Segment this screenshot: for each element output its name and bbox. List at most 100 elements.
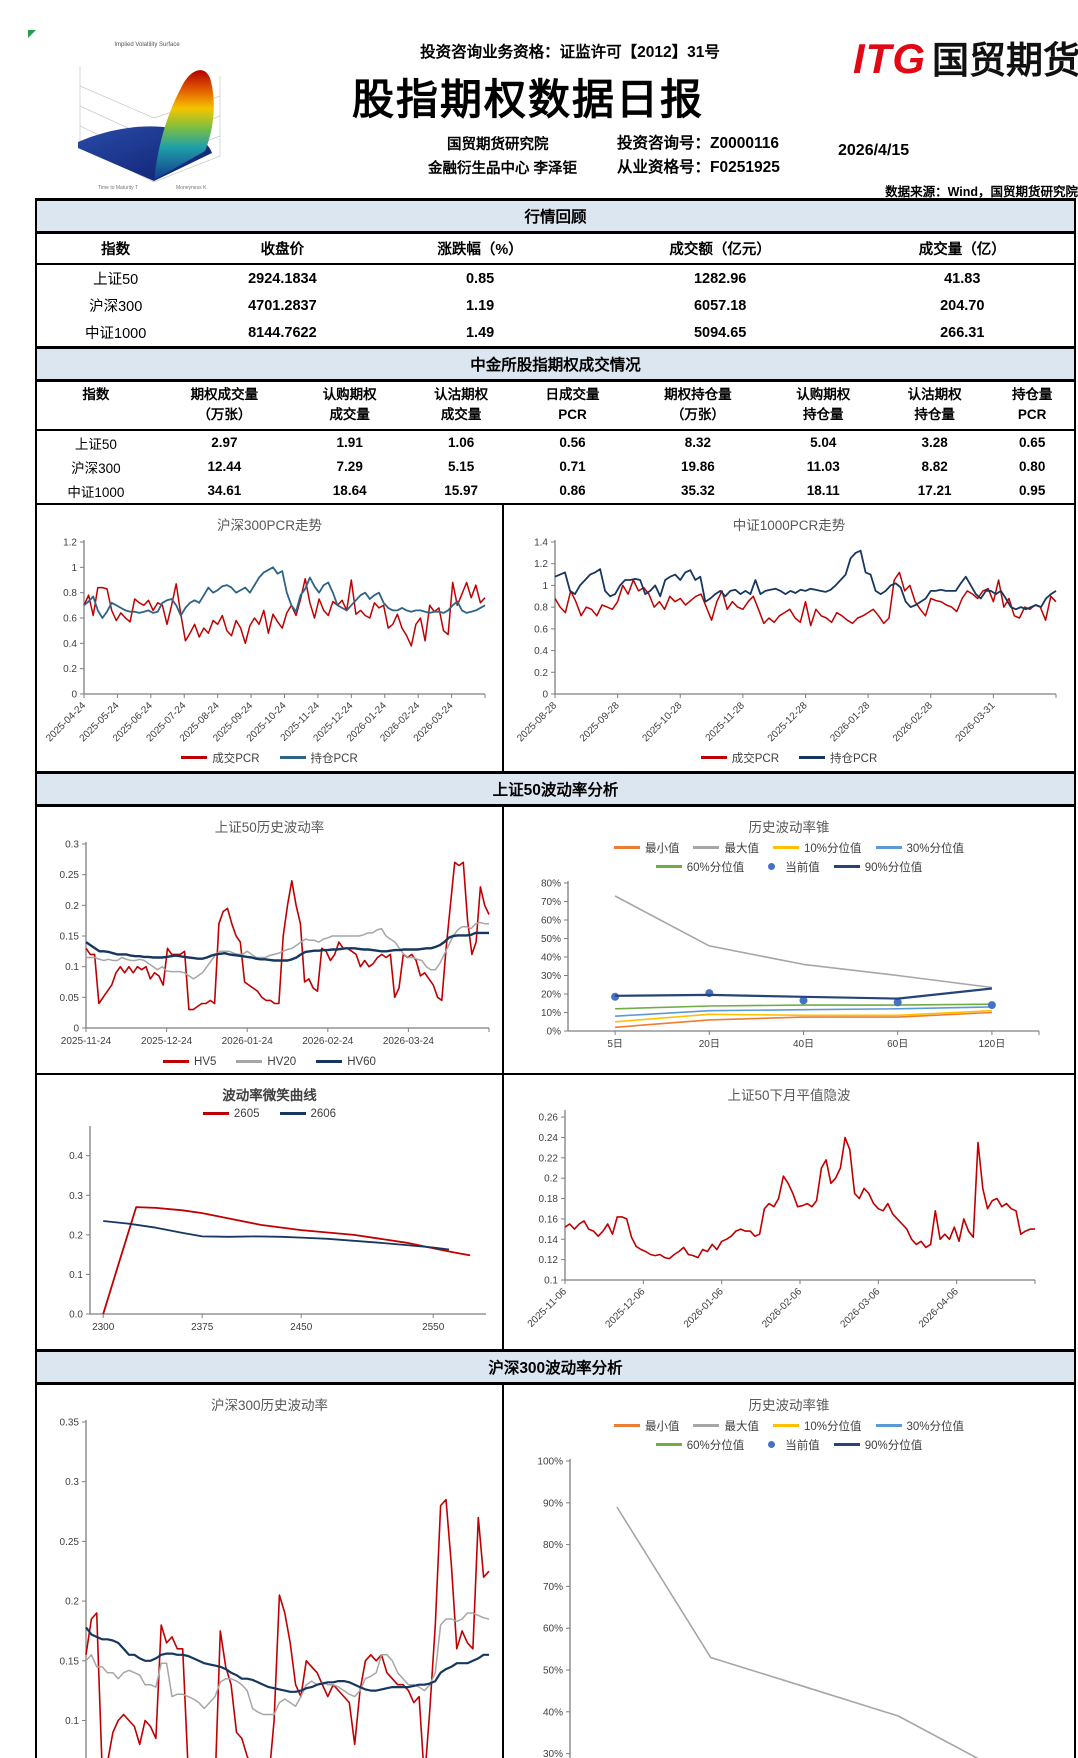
table-cell: 6057.18 bbox=[693, 297, 747, 314]
legend-label: 60%分位值 bbox=[686, 1439, 745, 1452]
svg-text:0.4: 0.4 bbox=[534, 646, 548, 657]
svg-text:0: 0 bbox=[73, 1023, 79, 1034]
index-name: 沪深300 bbox=[71, 460, 121, 476]
column-header: 期权持仓量 （万张） bbox=[628, 382, 768, 431]
svg-text:2025-11-28: 2025-11-28 bbox=[703, 700, 747, 744]
table-row: 上证50 2.97 1.91 1.06 0.56 8.32 5.04 3.28 0.65 bbox=[37, 430, 1074, 455]
volatility-surface-image: Implied Volatility Surface Time to Matur… bbox=[78, 42, 221, 191]
column-header: 期权成交量 （万张） bbox=[154, 382, 294, 431]
legend-label: 2605 bbox=[233, 1107, 260, 1120]
svg-text:0.8: 0.8 bbox=[534, 602, 548, 613]
company-logo: ITG 国贸期货 bbox=[853, 30, 1078, 84]
legend-item: HV60 bbox=[316, 1056, 376, 1068]
legend-item: 当前值 bbox=[758, 859, 820, 875]
table-cell: 12.44 bbox=[207, 459, 242, 474]
chart-panel-hs300-hv: 沪深300历史波动率 0.350.30.250.20.150.10.05 HV5… bbox=[37, 1385, 502, 1758]
chart-title: 沪深300PCR走势 bbox=[216, 517, 323, 533]
svg-text:2450: 2450 bbox=[290, 1322, 313, 1333]
chart-title: 上证50历史波动率 bbox=[214, 819, 325, 835]
legend-item: 10%分位值 bbox=[772, 1418, 862, 1434]
legend-item: 最大值 bbox=[693, 840, 759, 856]
svg-text:0.3: 0.3 bbox=[69, 1190, 83, 1201]
table-row: 中证1000 34.61 18.64 15.97 0.86 35.32 18.11 17.21… bbox=[37, 479, 1074, 503]
svg-text:70%: 70% bbox=[542, 1581, 562, 1592]
legend-label: 10%分位值 bbox=[803, 1420, 862, 1433]
svg-text:0.25: 0.25 bbox=[60, 870, 80, 881]
svg-text:0.2: 0.2 bbox=[63, 664, 77, 675]
legend-label: 10%分位值 bbox=[803, 842, 862, 855]
svg-text:2026-01-24: 2026-01-24 bbox=[222, 1036, 274, 1047]
svg-text:0.2: 0.2 bbox=[534, 667, 548, 678]
svg-text:2025-11-24: 2025-11-24 bbox=[61, 1036, 112, 1047]
chart-legend: 2605 2606 bbox=[39, 1106, 500, 1122]
svg-text:0.1: 0.1 bbox=[65, 962, 79, 973]
legend-item: 持仓PCR bbox=[799, 750, 877, 766]
chart-title: 沪深300历史波动率 bbox=[210, 1397, 329, 1413]
data-source-note: 数据来源：Wind，国贸期货研究院 bbox=[885, 185, 1078, 199]
svg-text:100%: 100% bbox=[537, 1456, 563, 1467]
column-header: 涨跌幅（%） bbox=[370, 234, 590, 265]
report-body: 行情回顾 指数 收盘价 涨跌幅（%） 成交额（亿元） 成交量（亿） 上证50 2924.1… bbox=[35, 198, 1076, 1758]
market-review-table: 指数 收盘价 涨跌幅（%） 成交额（亿元） 成交量（亿） 上证50 2924.1834 0.… bbox=[37, 234, 1074, 346]
chart-legend: 成交PCR 持仓PCR bbox=[506, 748, 1072, 768]
svg-text:0.1: 0.1 bbox=[544, 1275, 558, 1286]
legend-item: 持仓PCR bbox=[279, 750, 358, 766]
legend-label: 最大值 bbox=[724, 842, 759, 855]
smile-iv-chart-row: 波动率微笑曲线 2605 2606 0.4 0.3 0.2 0.1 0.0 2300 2375… bbox=[37, 1072, 1074, 1349]
page-title: 股指期权数据日报 bbox=[351, 76, 704, 123]
legend-label: HV60 bbox=[347, 1055, 376, 1068]
svg-text:0: 0 bbox=[71, 689, 77, 700]
legend-item: 2605 bbox=[202, 1107, 260, 1120]
svg-text:2026-02-28: 2026-02-28 bbox=[890, 700, 934, 744]
table-cell: 34.61 bbox=[207, 483, 242, 498]
svg-text:0.4: 0.4 bbox=[63, 638, 77, 649]
table-cell: 3.28 bbox=[921, 435, 948, 450]
svg-text:60%: 60% bbox=[540, 915, 560, 926]
hs300-pcr-chart: 1.210.80.60.40.202025-04-242025-05-24202… bbox=[44, 537, 486, 744]
svg-text:2025-12-24: 2025-12-24 bbox=[141, 1036, 193, 1047]
legend-label: 持仓PCR bbox=[830, 752, 878, 765]
legend-label: 最小值 bbox=[644, 1420, 680, 1433]
chart-title: 中证1000PCR走势 bbox=[732, 517, 846, 533]
svg-text:1.2: 1.2 bbox=[63, 537, 77, 548]
svg-text:0.35: 0.35 bbox=[60, 1417, 80, 1428]
table-cell: 1282.96 bbox=[693, 270, 747, 287]
legend-label: 2606 bbox=[310, 1107, 337, 1120]
svg-text:2026-01-06: 2026-01-06 bbox=[682, 1286, 726, 1330]
svg-text:50%: 50% bbox=[542, 1665, 562, 1676]
chart-panel-sse50-iv: 上证50下月平值隐波 0.26 0.24 0.22 0.2 0.18 0.16 0.14 0.… bbox=[502, 1074, 1074, 1349]
svg-text:2375: 2375 bbox=[191, 1322, 214, 1333]
legend-item: HV5 bbox=[163, 1056, 216, 1068]
report-date: 2026/4/15 bbox=[838, 142, 910, 159]
svg-text:2025-08-28: 2025-08-28 bbox=[515, 700, 559, 744]
column-header: 成交量（亿） bbox=[850, 234, 1074, 265]
svg-text:0.3: 0.3 bbox=[65, 1477, 79, 1488]
table-cell: 18.11 bbox=[806, 483, 840, 498]
svg-text:60日: 60日 bbox=[887, 1039, 908, 1050]
legend-item: 90%分位值 bbox=[833, 859, 922, 875]
table-cell: 7.29 bbox=[336, 459, 363, 474]
chart-panel-hs300-cone: 历史波动率锥 最小值 最大值 10%分位值 30%分位值 60%分位值 当前值 90%分位值… bbox=[502, 1384, 1074, 1758]
table-row: 沪深300 4701.2837 1.19 6057.18 204.70 bbox=[37, 292, 1074, 319]
table-header-row: 指数 期权成交量 （万张） 认购期权 成交量 认沽期权 成交量 日成交量 PCR 期权持仓量 （万… bbox=[37, 382, 1074, 431]
legend-label: 成交PCR bbox=[212, 752, 260, 765]
table-cell: 11.03 bbox=[806, 459, 840, 474]
svg-text:2025-12-06: 2025-12-06 bbox=[604, 1286, 648, 1330]
svg-text:90%: 90% bbox=[542, 1498, 562, 1509]
table-cell: 204.70 bbox=[940, 297, 985, 314]
smile-chart: 0.4 0.3 0.2 0.1 0.0 2300 2375 2450 2550 bbox=[69, 1125, 486, 1333]
advisor-number: 投资咨询号：Z0000116 bbox=[617, 135, 779, 152]
svg-text:50%: 50% bbox=[540, 934, 560, 945]
chart-title: 历史波动率锥 bbox=[748, 819, 830, 835]
table-cell: 8.32 bbox=[684, 435, 712, 450]
logo-cn-text: 国贸期货 bbox=[932, 40, 1078, 81]
svg-text:0: 0 bbox=[542, 689, 548, 700]
svg-text:0.2: 0.2 bbox=[65, 1596, 79, 1607]
column-header: 认购期权 持仓量 bbox=[767, 382, 879, 431]
svg-text:30%: 30% bbox=[540, 971, 560, 982]
legend-item: 成交PCR bbox=[700, 750, 779, 766]
legend-item: 10%分位值 bbox=[772, 840, 862, 856]
svg-text:0.2: 0.2 bbox=[544, 1173, 558, 1184]
legend-label: 最小值 bbox=[644, 842, 680, 855]
table-row: 中证1000 8144.7622 1.49 5094.65 266.31 bbox=[37, 319, 1074, 346]
